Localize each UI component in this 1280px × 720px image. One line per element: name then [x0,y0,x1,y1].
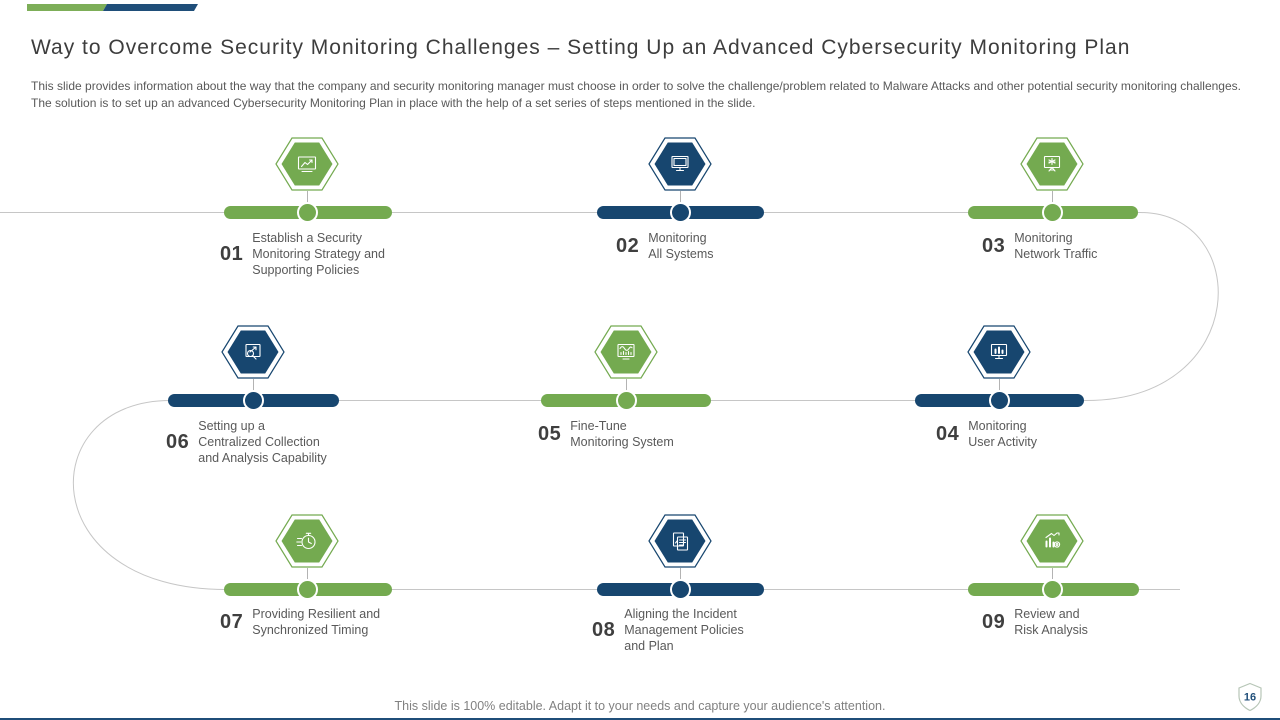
hexagon-stem-line [1052,191,1053,212]
timeline-dot [669,579,691,600]
hexagon-stem-line [999,379,1000,400]
dashboard-tuning-icon [617,343,635,360]
footer-note: This slide is 100% editable. Adapt it to… [394,699,886,713]
topbar-green-accent [27,4,107,11]
strategy-board-icon [297,156,317,173]
step-label: Providing Resilient and Synchronized Tim… [252,607,381,637]
step-text-block: 09 Review and Risk Analysis [982,606,1088,638]
step-label: Monitoring All Systems [648,231,714,261]
step-number: 04 [936,422,960,445]
chart-gear-icon [1045,532,1061,548]
step-text-block: 08 Aligning the Incident Management Polic… [592,606,744,654]
step-label: Monitoring Network Traffic [1014,231,1098,261]
hexagon-stem-line [680,191,681,212]
step-hexagon [1020,137,1084,191]
step-label: Fine-Tune Monitoring System [570,419,674,449]
timeline-dot [1041,202,1063,223]
step-number: 05 [538,422,562,445]
timeline-dot [296,202,318,223]
step-label: Establish a Security Monitoring Strategy… [252,231,385,277]
timeline-dot [242,390,264,411]
topbar-navy-accent [103,4,198,11]
step-text-block: 02 Monitoring All Systems [616,230,714,262]
monitor-network-icon [1043,155,1061,172]
step-text-block: 01 Establish a Security Monitoring Strate… [220,230,385,278]
step-hexagon [275,137,339,191]
stopwatch-icon [296,532,316,550]
step-text-block: 07 Providing Resilient and Synchronized T… [220,606,380,638]
step-label: Setting up a Centralized Collection and … [198,419,327,465]
timeline-dot [296,579,318,600]
step-text-block: 05 Fine-Tune Monitoring System [538,418,674,450]
step-number: 02 [616,234,640,257]
hexagon-stem-line [626,379,627,400]
hexagon-stem-line [680,568,681,589]
step-label: Review and Risk Analysis [1014,607,1088,637]
monitor-bar-chart-icon [990,343,1008,360]
step-hexagon [221,325,285,379]
timeline-dot [1041,579,1063,600]
step-number: 09 [982,610,1006,633]
step-text-block: 06 Setting up a Centralized Collection an… [166,418,327,466]
slide-description: This slide provides information about th… [31,79,1241,110]
monitor-icon [671,155,689,172]
timeline-dot [615,390,637,411]
step-hexagon [275,514,339,568]
step-number: 07 [220,610,244,633]
step-label: Monitoring User Activity [968,419,1038,449]
step-hexagon [1020,514,1084,568]
step-hexagon [648,514,712,568]
page-title: Way to Overcome Security Monitoring Chal… [31,36,1131,59]
timeline-dot [669,202,691,223]
step-number: 01 [220,242,244,265]
step-number: 06 [166,430,190,453]
timeline-dot [988,390,1010,411]
page-number-badge: 16 [1238,682,1262,712]
step-label: Aligning the Incident Management Policie… [624,607,744,653]
documents-plan-icon [672,532,689,551]
step-number: 08 [592,618,616,641]
step-hexagon [967,325,1031,379]
step-hexagon [648,137,712,191]
bottom-border-line [0,718,1280,720]
step-hexagon [594,325,658,379]
hexagon-stem-line [253,379,254,400]
hexagon-stem-line [307,568,308,589]
hexagon-stem-line [1052,568,1053,589]
hexagon-stem-line [307,191,308,212]
step-number: 03 [982,234,1006,257]
magnifier-chart-icon [245,343,261,360]
step-text-block: 03 Monitoring Network Traffic [982,230,1097,262]
step-text-block: 04 Monitoring User Activity [936,418,1037,450]
page-number: 16 [1244,692,1256,704]
